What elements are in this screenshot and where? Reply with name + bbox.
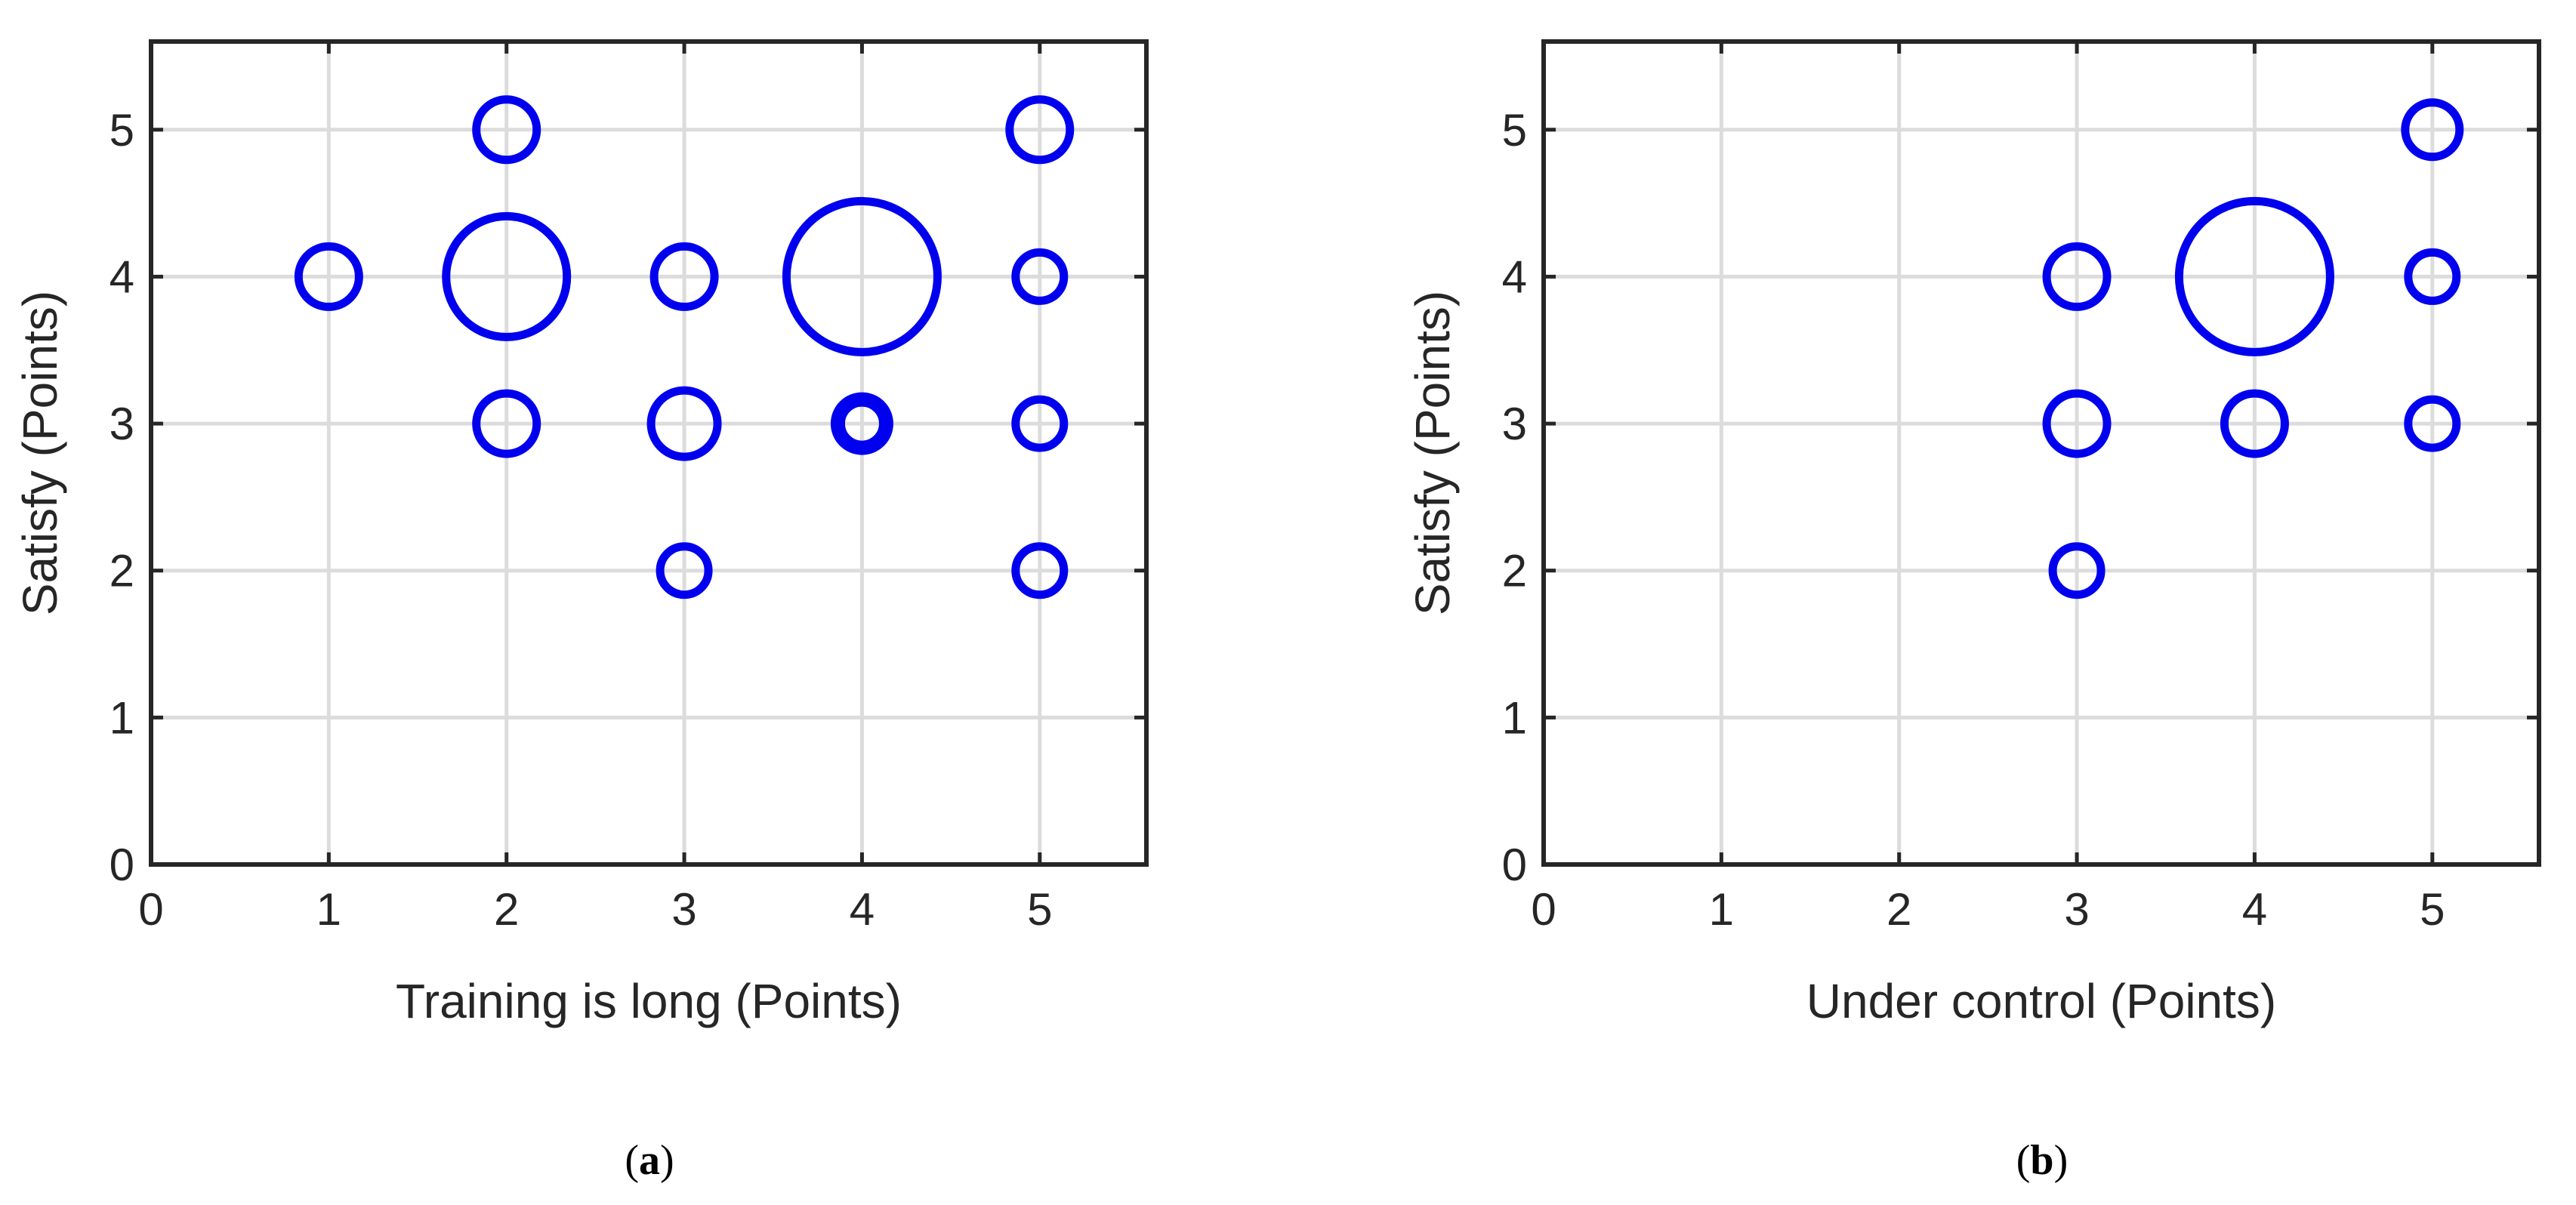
x-tick-label: 3 xyxy=(671,884,696,935)
panel-label: (a) xyxy=(625,1137,674,1184)
data-point xyxy=(1011,542,1069,599)
x-tick-label: 4 xyxy=(850,884,875,935)
panel-letter: b xyxy=(2030,1137,2053,1184)
y-tick-label: 5 xyxy=(110,105,134,156)
data-point xyxy=(472,389,541,458)
y-tick-label: 2 xyxy=(110,546,134,596)
y-tick-label: 3 xyxy=(1502,399,1527,449)
data-point xyxy=(836,398,887,449)
data-point xyxy=(2404,395,2461,452)
axes-frame xyxy=(1541,39,2541,867)
x-tick-label: 2 xyxy=(1886,884,1911,935)
data-point xyxy=(2174,196,2334,356)
data-point xyxy=(2401,98,2464,162)
y-tick-label: 0 xyxy=(1502,840,1527,890)
panel-a: 0 1 2 3 4 5 0 1 2 3 4 5 Training is long (Points) Sat… xyxy=(13,39,1149,1184)
data-point xyxy=(656,542,713,599)
x-tick-label: 2 xyxy=(494,884,519,935)
y-tick-label: 2 xyxy=(1502,546,1527,596)
data-point xyxy=(782,196,942,356)
x-tick-label: 5 xyxy=(1027,884,1052,935)
panel-letter: a xyxy=(639,1137,660,1184)
x-tick-label: 3 xyxy=(2064,884,2089,935)
x-tick-label: 0 xyxy=(138,884,163,935)
x-axis-label: Training is long (Points) xyxy=(396,974,902,1028)
y-tick-label: 3 xyxy=(110,399,134,449)
data-point xyxy=(294,242,363,311)
data-point xyxy=(1005,95,1075,165)
x-tick-label: 0 xyxy=(1531,884,1556,935)
y-tick-label: 1 xyxy=(1502,692,1527,743)
y-tick-label: 4 xyxy=(1502,251,1527,302)
plot-area xyxy=(1544,42,2539,864)
y-tick-label: 5 xyxy=(1502,105,1527,156)
y-axis-label: Satisfy (Points) xyxy=(1405,291,1460,615)
data-point xyxy=(2042,389,2112,458)
data-point xyxy=(646,386,722,461)
data-point xyxy=(2042,242,2112,311)
data-point xyxy=(2048,542,2106,599)
panel-b: 0 1 2 3 4 5 0 1 2 3 4 5 Under control (Points) Satisf… xyxy=(1405,39,2541,1184)
data-point xyxy=(442,211,572,341)
x-tick-label: 1 xyxy=(1709,884,1734,935)
data-point xyxy=(649,242,719,311)
data-point xyxy=(472,95,541,165)
x-axis-label: Under control (Points) xyxy=(1806,974,2276,1028)
y-tick-label: 1 xyxy=(110,692,134,743)
plot-area xyxy=(151,42,1146,864)
data-point xyxy=(1011,395,1069,452)
axes-frame xyxy=(149,39,1149,867)
data-point xyxy=(1011,248,1069,305)
data-point xyxy=(830,392,893,455)
x-tick-label: 4 xyxy=(2242,884,2267,935)
y-axis-label: Satisfy (Points) xyxy=(13,291,67,615)
x-tick-label: 1 xyxy=(316,884,341,935)
y-tick-label: 0 xyxy=(110,840,134,890)
data-point xyxy=(2404,248,2461,305)
data-point xyxy=(2220,389,2289,458)
x-tick-label: 5 xyxy=(2420,884,2445,935)
panel-label: (b) xyxy=(2016,1137,2068,1184)
y-tick-label: 4 xyxy=(110,251,134,302)
